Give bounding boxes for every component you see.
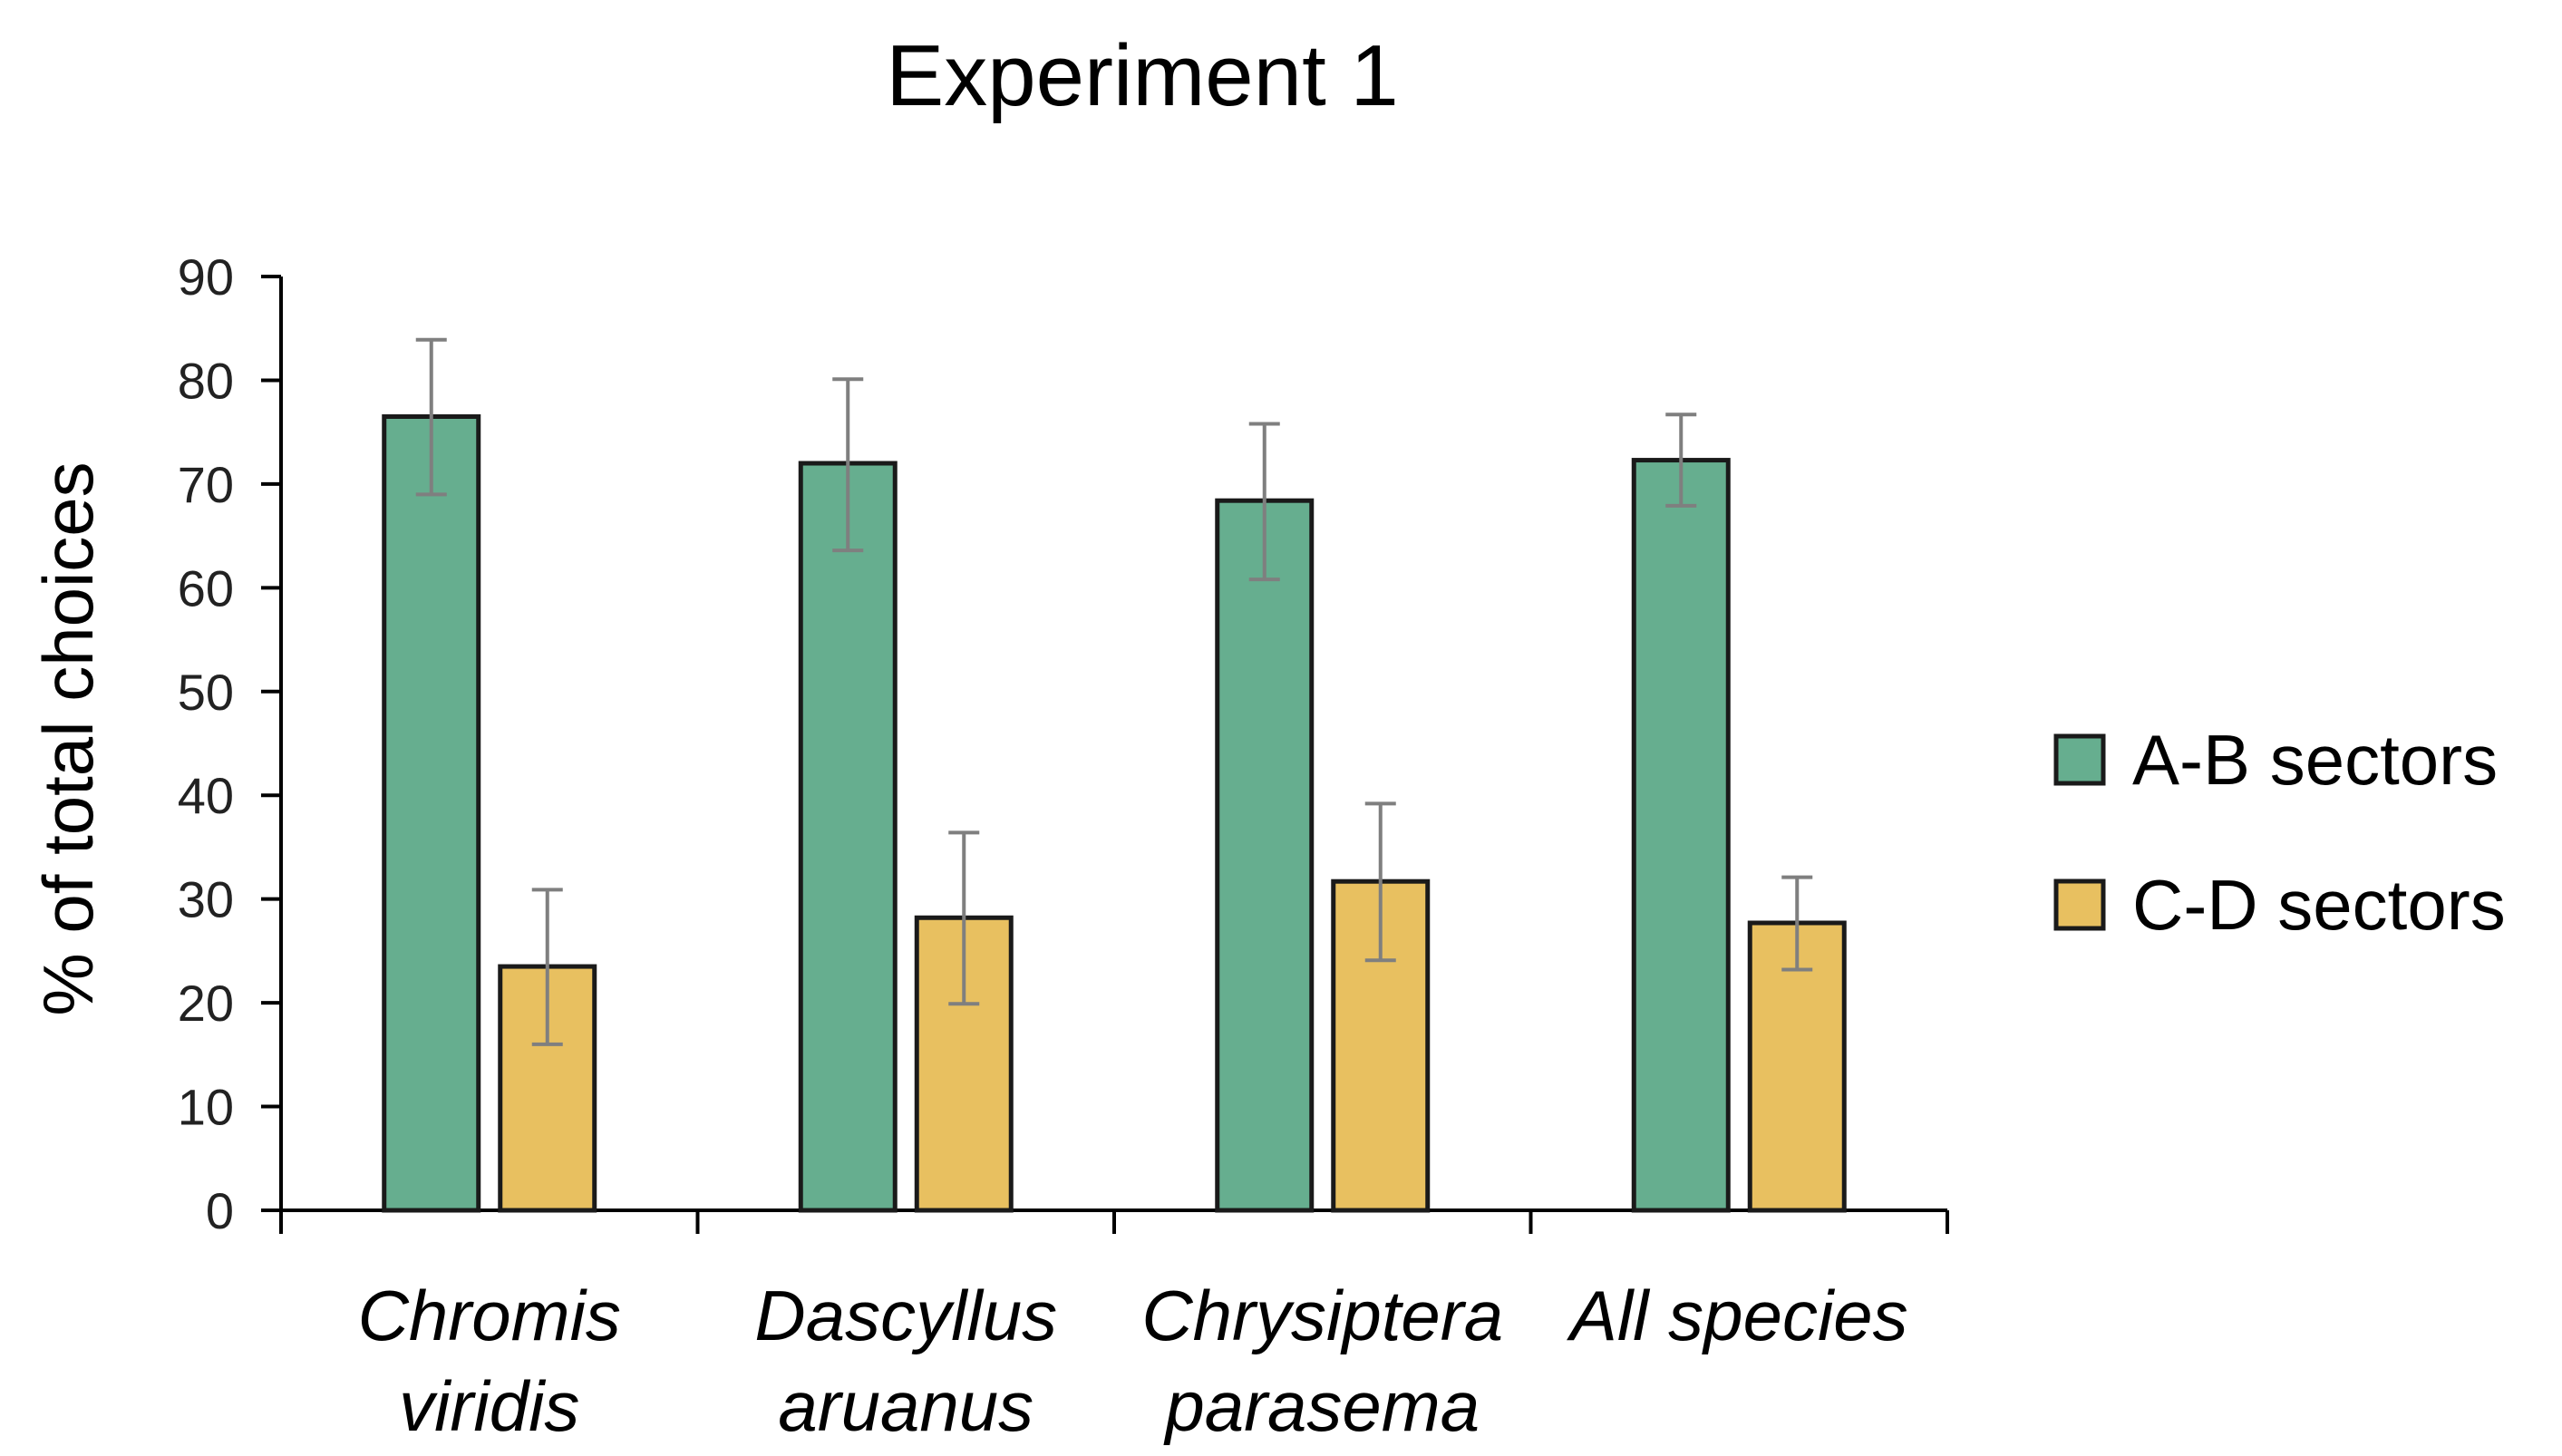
y-tick-label: 70 xyxy=(178,456,234,513)
legend: A-B sectors C-D sectors xyxy=(2053,720,2506,945)
x-tick-label: Chrysiptera xyxy=(1141,1276,1503,1355)
chart-title: Experiment 1 xyxy=(886,27,1399,124)
x-tick-label: viridis xyxy=(399,1366,579,1446)
y-tick-label: 0 xyxy=(206,1182,234,1239)
y-tick-label: 30 xyxy=(178,871,234,928)
y-tick-label: 40 xyxy=(178,767,234,824)
plot-area: 0 10 20 30 40 50 60 70 80 90 Chromis viridis Dascyll… xyxy=(178,248,1949,1446)
x-tick-label: Chromis xyxy=(358,1276,621,1355)
legend-label: C-D sectors xyxy=(2132,865,2506,945)
y-tick-label: 90 xyxy=(178,248,234,306)
legend-swatch xyxy=(2053,878,2106,931)
y-tick-label: 10 xyxy=(178,1079,234,1136)
bar-ab xyxy=(798,461,898,1213)
x-tick-label: Dascyllus xyxy=(754,1276,1057,1355)
x-tick-label: aruanus xyxy=(778,1366,1034,1446)
y-tick-label: 60 xyxy=(178,559,234,616)
bar-ab xyxy=(382,414,481,1213)
x-tick-label: All species xyxy=(1567,1276,1908,1355)
y-tick-label: 80 xyxy=(178,352,234,409)
y-axis-label: % of total choices xyxy=(28,461,108,1015)
bar-ab xyxy=(1631,458,1731,1213)
legend-label: A-B sectors xyxy=(2132,720,2498,800)
legend-swatch xyxy=(2053,733,2106,786)
y-tick-label: 20 xyxy=(178,975,234,1032)
bar-ab xyxy=(1215,498,1315,1213)
x-tick-label: parasema xyxy=(1163,1366,1480,1446)
y-tick-label: 50 xyxy=(178,664,234,721)
